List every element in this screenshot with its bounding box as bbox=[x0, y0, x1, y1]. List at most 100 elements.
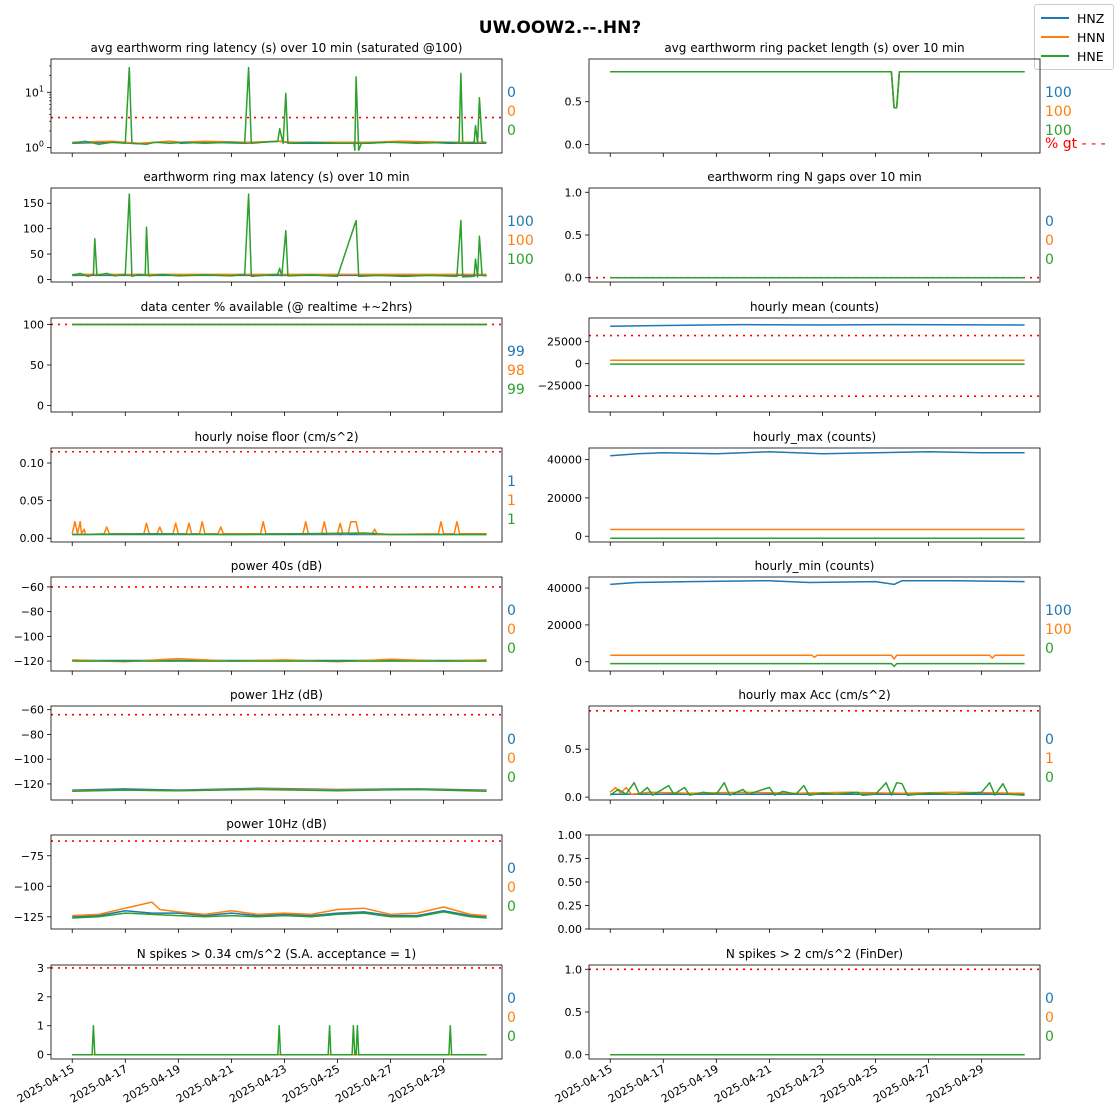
percent-label: 1 bbox=[507, 512, 516, 528]
y-tick-label: 50 bbox=[30, 248, 44, 261]
legend-item-hne: HNE bbox=[1041, 47, 1104, 65]
x-tick-label: 2025-04-17 bbox=[606, 1062, 668, 1105]
y-tick-label: −125 bbox=[14, 911, 44, 924]
series-line-hnz bbox=[72, 909, 487, 918]
series-line-hnz bbox=[610, 451, 1025, 457]
x-tick-label: 2025-04-15 bbox=[553, 1062, 615, 1105]
y-tick-label: −100 bbox=[14, 753, 44, 766]
y-tick-label: 101 bbox=[25, 84, 44, 99]
legend-label-hne: HNE bbox=[1077, 48, 1104, 64]
percent-label: 0 bbox=[507, 770, 516, 786]
x-tick-label: 2025-04-17 bbox=[68, 1062, 130, 1105]
percent-label: 0 bbox=[1045, 991, 1054, 1007]
legend-swatch-hnn bbox=[1041, 36, 1069, 38]
percent-label: 0 bbox=[1045, 252, 1054, 268]
y-tick-label: 0 bbox=[37, 273, 44, 286]
subplot-p8: power 40s (dB) −120 −100 −80 −60 0 0 0 bbox=[14, 559, 516, 675]
percent-label: 0 bbox=[507, 991, 516, 1007]
y-tick-label: 40000 bbox=[547, 582, 582, 595]
y-tick-label: −120 bbox=[14, 655, 44, 668]
series-line-hne bbox=[72, 788, 487, 793]
percent-label: 0 bbox=[1045, 214, 1054, 230]
x-tick-label: 2025-04-27 bbox=[871, 1062, 933, 1105]
series-line-hne bbox=[609, 781, 1025, 796]
series-line-hne bbox=[610, 662, 1025, 668]
series-line-hne bbox=[72, 1024, 487, 1056]
series-line-hne bbox=[72, 911, 487, 919]
y-tick-label: 0.50 bbox=[558, 876, 583, 889]
y-tick-label: 0 bbox=[575, 358, 582, 371]
subplot-p10: power 1Hz (dB) −120 −100 −80 −60 0 0 0 bbox=[14, 688, 516, 804]
subplot-p11: hourly max Acc (cm/s^2) 0.0 0.5 0 1 0 bbox=[565, 688, 1054, 804]
percent-label: 100 bbox=[1045, 603, 1072, 619]
x-tick-label: 2025-04-21 bbox=[712, 1062, 774, 1105]
y-tick-label: 1.00 bbox=[558, 829, 583, 842]
axes-frame bbox=[588, 317, 1041, 413]
y-tick-label: 100 bbox=[23, 318, 44, 331]
y-tick-label: 1.0 bbox=[565, 186, 583, 199]
legend-label-hnz: HNZ bbox=[1077, 10, 1105, 26]
y-tick-label: 0.00 bbox=[20, 532, 45, 545]
subplot-p4: data center % available (@ realtime +~2h… bbox=[23, 300, 525, 416]
legend-item-hnz: HNZ bbox=[1041, 9, 1104, 27]
y-tick-label: 150 bbox=[23, 197, 44, 210]
axes-frame bbox=[50, 705, 503, 801]
y-tick-label: 0.0 bbox=[565, 791, 583, 804]
y-tick-label: 40000 bbox=[547, 454, 582, 467]
percent-label: 100 bbox=[507, 214, 534, 230]
percent-label: 1 bbox=[1045, 751, 1054, 767]
series-line-hnn bbox=[610, 654, 1025, 660]
subplot-title: hourly mean (counts) bbox=[750, 300, 879, 314]
y-tick-label: 0.75 bbox=[558, 853, 583, 866]
percent-label: 100 bbox=[1045, 123, 1072, 139]
subplot-p13: 0.00 0.25 0.50 0.75 1.00 bbox=[558, 829, 1041, 936]
series-line-hne bbox=[72, 532, 487, 536]
y-tick-label: 0.10 bbox=[20, 457, 45, 470]
percent-label: 0 bbox=[507, 880, 516, 896]
y-tick-label: −60 bbox=[21, 581, 44, 594]
x-tick-label: 2025-04-25 bbox=[818, 1062, 880, 1105]
y-tick-label: −120 bbox=[14, 778, 44, 791]
subplot-p3: earthworm ring N gaps over 10 min 0.0 0.5 1… bbox=[565, 170, 1054, 286]
percent-label: 0 bbox=[507, 899, 516, 915]
x-tick-label: 2025-04-15 bbox=[15, 1062, 77, 1105]
subplot-p14: N spikes > 0.34 cm/s^2 (S.A. acceptance … bbox=[15, 947, 516, 1106]
y-tick-label: 50 bbox=[30, 359, 44, 372]
percent-label: 0 bbox=[507, 732, 516, 748]
x-tick-label: 2025-04-29 bbox=[924, 1062, 986, 1105]
y-tick-label: 100 bbox=[25, 140, 44, 155]
y-tick-label: −60 bbox=[21, 704, 44, 717]
y-tick-label: −75 bbox=[21, 850, 44, 863]
subplot-p2: earthworm ring max latency (s) over 10 m… bbox=[23, 170, 534, 286]
y-tick-label: 0.05 bbox=[20, 495, 45, 508]
x-tick-label: 2025-04-29 bbox=[386, 1062, 448, 1105]
y-tick-label: 0.25 bbox=[558, 900, 583, 913]
series-line-hne bbox=[72, 66, 487, 151]
y-tick-label: 25000 bbox=[547, 336, 582, 349]
x-tick-label: 2025-04-23 bbox=[227, 1062, 289, 1105]
series-line-hnz bbox=[610, 323, 1025, 328]
series-line-hnn bbox=[609, 786, 1025, 795]
y-tick-label: 0.0 bbox=[565, 272, 583, 285]
percent-label: 0 bbox=[1045, 641, 1054, 657]
percent-label: 1 bbox=[507, 493, 516, 509]
legend-swatch-hnz bbox=[1041, 17, 1069, 19]
percent-label: 0 bbox=[507, 1010, 516, 1026]
axes-frame bbox=[588, 576, 1041, 672]
y-tick-label: −100 bbox=[14, 880, 44, 893]
subplot-title: power 10Hz (dB) bbox=[226, 817, 327, 831]
axes-frame bbox=[588, 834, 1041, 930]
percent-label: 0 bbox=[1045, 1029, 1054, 1045]
y-tick-label: 0 bbox=[575, 530, 582, 543]
legend: HNZ HNN HNE bbox=[1034, 4, 1114, 70]
subplot-title: hourly max Acc (cm/s^2) bbox=[738, 688, 890, 702]
subplot-p6: hourly noise floor (cm/s^2) 0.00 0.05 0.10 1… bbox=[20, 430, 516, 546]
percent-label: 100 bbox=[507, 252, 534, 268]
y-tick-label: 0 bbox=[37, 1049, 44, 1062]
y-tick-label: 0 bbox=[575, 656, 582, 669]
axes-frame bbox=[50, 964, 503, 1060]
legend-item-hnn: HNN bbox=[1041, 28, 1105, 46]
percent-label: 0 bbox=[507, 641, 516, 657]
percent-label: 0 bbox=[1045, 732, 1054, 748]
